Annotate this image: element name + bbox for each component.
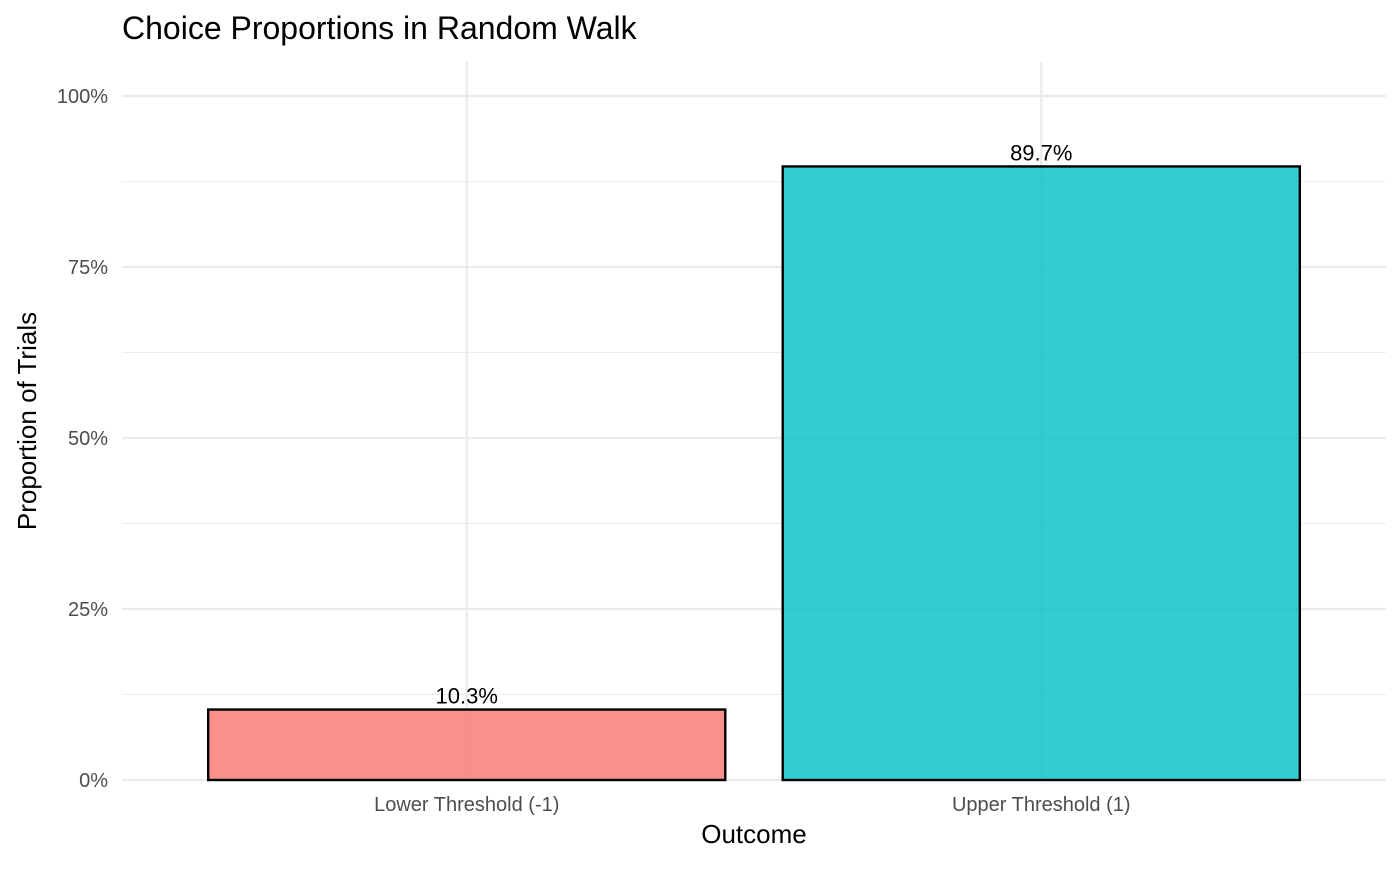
y-tick-label: 50%	[68, 428, 108, 450]
data-labels: 10.3% 89.7%	[436, 140, 1073, 708]
y-axis-title: Proportion of Trials	[12, 312, 42, 530]
x-tick-label: Upper Threshold (1)	[952, 794, 1131, 816]
y-tick-label: 25%	[68, 599, 108, 621]
y-axis-ticks: 0% 25% 50% 75% 100%	[57, 86, 108, 792]
y-tick-label: 0%	[79, 770, 108, 792]
x-axis-ticks: Lower Threshold (-1) Upper Threshold (1)	[374, 794, 1130, 816]
y-tick-label: 75%	[68, 257, 108, 279]
bar-value-label: 10.3%	[436, 684, 498, 709]
bar-value-label: 89.7%	[1010, 140, 1072, 165]
chart-title: Choice Proportions in Random Walk	[122, 10, 638, 46]
bars	[206, 165, 1302, 782]
y-tick-label: 100%	[57, 86, 108, 108]
bar	[781, 165, 1302, 782]
x-axis-title: Outcome	[701, 819, 807, 849]
bar	[206, 708, 727, 782]
x-tick-label: Lower Threshold (-1)	[374, 794, 559, 816]
